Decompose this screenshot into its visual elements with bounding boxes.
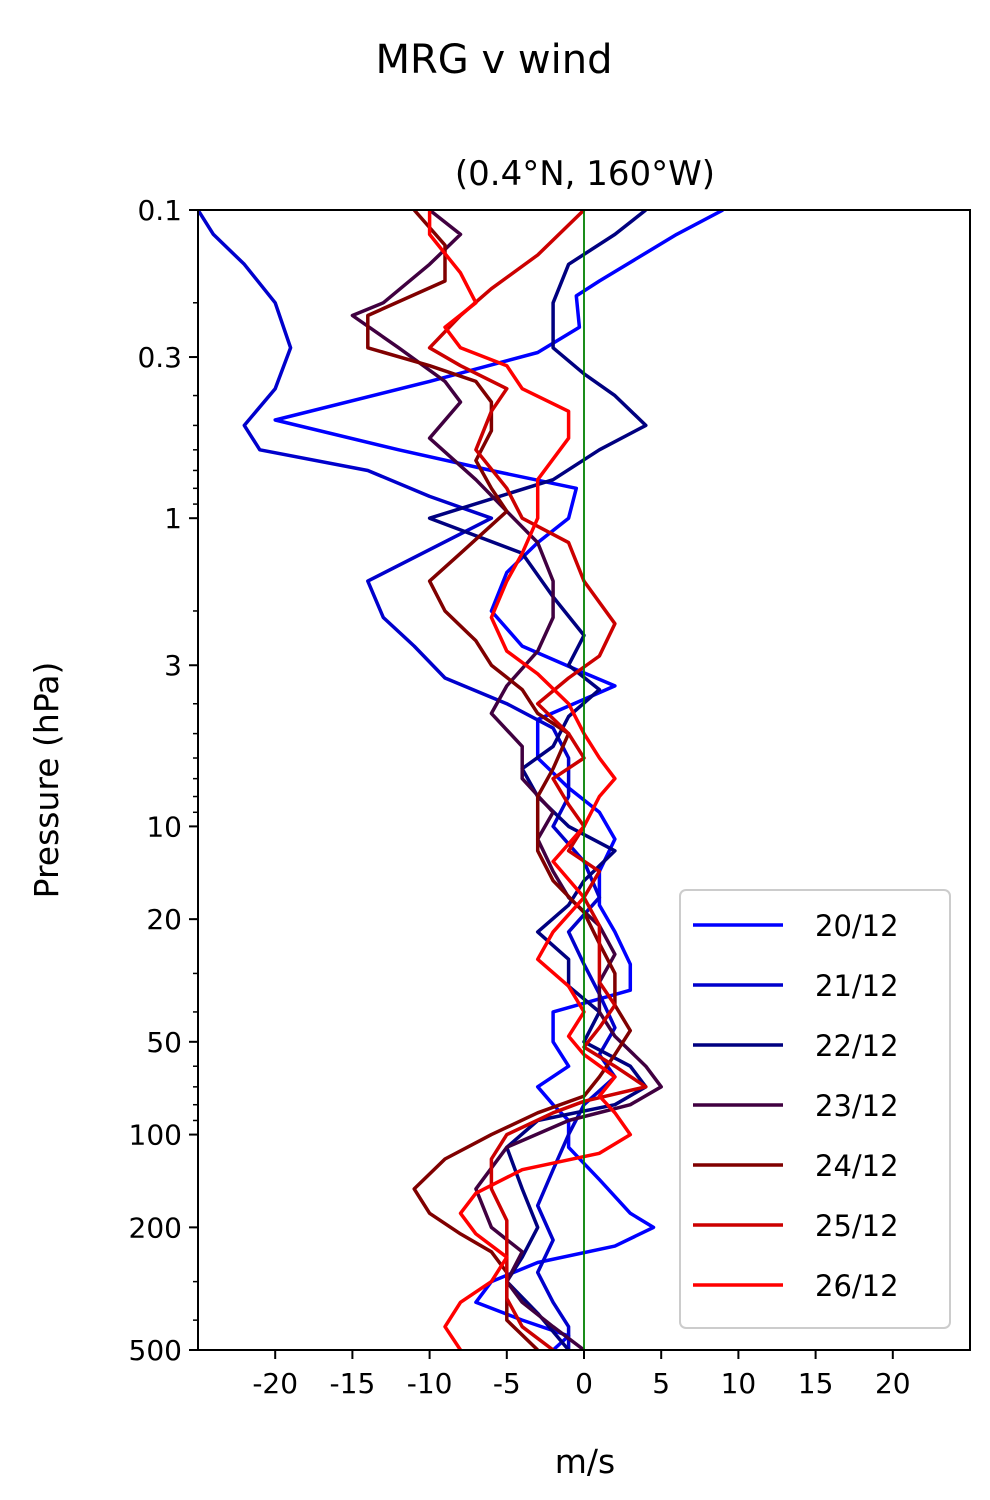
x-tick-label: 5 (652, 1367, 670, 1400)
x-tick-label: -15 (330, 1367, 376, 1400)
x-axis-label: m/s (555, 1442, 615, 1481)
series-layer (198, 210, 724, 1350)
y-axis-label: Pressure (hPa) (27, 662, 66, 899)
x-tick-label: 10 (721, 1367, 757, 1400)
x-tick-label: 20 (875, 1367, 911, 1400)
legend-box (679, 889, 951, 1329)
x-tick-label: 15 (798, 1367, 834, 1400)
x-tick-label: -5 (493, 1367, 521, 1400)
y-tick-label: 50 (146, 1026, 182, 1059)
legend: 20/12 21/12 22/12 23/12 24/12 25/12 26/12 (679, 889, 951, 1329)
series-line-24-12 (366, 210, 633, 1350)
legend-label: 21/12 (815, 969, 899, 1003)
series-line-25-12 (427, 210, 648, 1350)
y-tick-label: 100 (129, 1119, 182, 1152)
legend-label: 26/12 (815, 1269, 899, 1303)
chart-subtitle: (0.4°N, 160°W) (455, 154, 715, 194)
chart-title: MRG v wind (376, 37, 613, 83)
y-ticks: 0.1 0.3 1 3 10 20 50 100 200 500 (129, 194, 198, 1367)
x-ticks: -20 -15 -10 -5 0 5 10 15 20 (252, 1350, 911, 1400)
plot-frame (197, 209, 971, 1351)
legend-entries: 20/12 21/12 22/12 23/12 24/12 25/12 26/12 (693, 909, 899, 1303)
y-tick-label: 10 (146, 810, 182, 843)
series-line-21-12 (198, 210, 617, 1350)
x-tick-label: -20 (252, 1367, 298, 1400)
y-tick-label: 0.1 (137, 194, 182, 227)
legend-label: 20/12 (815, 909, 899, 943)
x-tick-label: -10 (407, 1367, 453, 1400)
legend-label: 25/12 (815, 1209, 899, 1243)
x-tick-label: 0 (575, 1367, 593, 1400)
y-tick-label: 0.3 (137, 341, 182, 374)
legend-label: 23/12 (815, 1089, 899, 1123)
y-tick-label: 1 (164, 502, 182, 535)
y-tick-label: 500 (129, 1334, 182, 1367)
legend-label: 22/12 (815, 1029, 899, 1063)
y-tick-label: 20 (146, 903, 182, 936)
y-tick-label: 200 (129, 1211, 182, 1244)
series-line-20-12 (273, 210, 724, 1350)
y-tick-label: 3 (164, 649, 182, 682)
legend-label: 24/12 (815, 1149, 899, 1183)
